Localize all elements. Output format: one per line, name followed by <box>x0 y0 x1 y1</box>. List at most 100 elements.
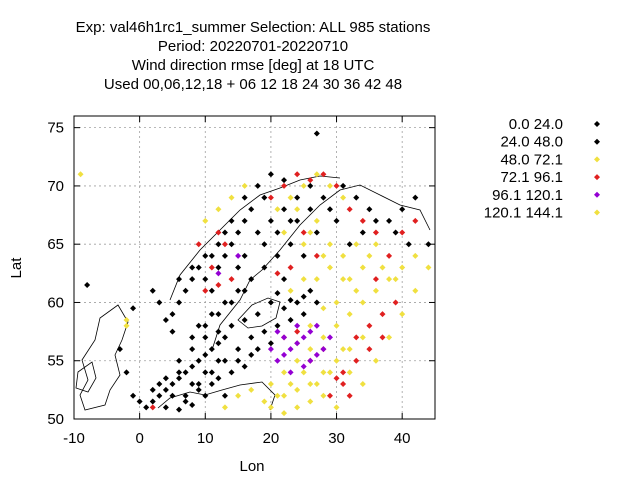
data-point-series-0 <box>248 276 255 283</box>
data-point-series-0 <box>241 217 248 224</box>
data-point-series-0 <box>149 398 156 405</box>
y-tick-label: 50 <box>47 411 64 428</box>
data-point-series-0 <box>182 398 189 405</box>
data-point-series-1 <box>392 229 399 236</box>
data-point-series-4 <box>267 346 274 353</box>
data-point-series-0 <box>300 252 307 259</box>
data-point-series-0 <box>208 381 215 388</box>
plot-frame <box>73 115 436 420</box>
data-point-series-4 <box>274 357 281 364</box>
data-point-series-4 <box>307 328 314 335</box>
data-point-series-5 <box>287 381 294 388</box>
data-point-series-0 <box>235 229 242 236</box>
data-point-series-1 <box>215 241 222 248</box>
data-point-series-1 <box>274 229 281 236</box>
data-point-series-0 <box>84 281 91 288</box>
data-point-series-3 <box>215 229 222 236</box>
data-point-series-3 <box>399 229 406 236</box>
title-line-2: Period: 20220701-20220710 <box>158 38 348 55</box>
data-point-series-2 <box>215 206 222 213</box>
data-point-series-5 <box>123 316 130 323</box>
legend-marker <box>594 191 600 198</box>
data-point-series-0 <box>241 363 248 370</box>
data-point-series-0 <box>281 305 288 312</box>
data-point-series-0 <box>176 375 183 382</box>
data-point-series-2 <box>333 357 340 364</box>
data-point-series-2 <box>326 264 333 271</box>
data-point-series-0 <box>116 346 123 353</box>
data-point-series-0 <box>208 311 215 318</box>
data-point-series-0 <box>195 386 202 393</box>
data-point-series-3 <box>353 357 360 364</box>
data-point-series-1 <box>254 182 261 189</box>
data-point-series-2 <box>294 386 301 393</box>
data-point-series-2 <box>340 252 347 259</box>
data-point-series-0 <box>366 206 373 213</box>
data-point-series-0 <box>326 206 333 213</box>
data-point-series-2 <box>320 305 327 312</box>
data-point-series-0 <box>248 206 255 213</box>
data-point-series-1 <box>254 346 261 353</box>
data-point-series-0 <box>228 241 235 248</box>
data-point-series-0 <box>228 369 235 376</box>
data-point-series-0 <box>287 297 294 304</box>
data-point-series-2 <box>221 404 228 411</box>
data-point-series-3 <box>386 252 393 259</box>
data-point-series-2 <box>386 276 393 283</box>
data-point-series-0 <box>208 252 215 259</box>
data-point-series-3 <box>228 276 235 283</box>
data-point-series-1 <box>241 287 248 294</box>
data-point-series-1 <box>162 316 169 323</box>
data-point-series-0 <box>182 369 189 376</box>
data-point-series-0 <box>261 194 268 201</box>
data-point-series-1 <box>241 194 248 201</box>
data-point-series-0 <box>149 386 156 393</box>
data-point-series-4 <box>313 322 320 329</box>
data-point-series-2 <box>353 241 360 248</box>
data-point-series-0 <box>307 182 314 189</box>
data-point-series-5 <box>281 229 288 236</box>
data-point-series-0 <box>143 404 150 411</box>
data-point-series-1 <box>346 241 353 248</box>
data-point-series-0 <box>313 229 320 236</box>
data-point-series-3 <box>208 264 215 271</box>
data-point-series-0 <box>228 322 235 329</box>
data-point-series-3 <box>333 182 340 189</box>
legend-label: 96.1 120.1 <box>492 187 563 204</box>
chart-title: Exp: val46h1rc1_summer Selection: ALL 98… <box>76 19 431 93</box>
data-point-series-0 <box>195 264 202 271</box>
data-point-series-0 <box>176 299 183 306</box>
data-point-series-0 <box>182 287 189 294</box>
data-point-series-2 <box>77 171 84 178</box>
data-point-series-2 <box>372 287 379 294</box>
data-point-series-3 <box>221 241 228 248</box>
legend-marker <box>594 174 600 181</box>
data-point-series-2 <box>241 182 248 189</box>
data-point-series-1 <box>313 299 320 306</box>
data-point-series-0 <box>254 229 261 236</box>
data-point-series-2 <box>412 252 419 259</box>
data-point-series-0 <box>189 276 196 283</box>
data-point-series-1 <box>261 241 268 248</box>
data-point-series-3 <box>267 194 274 201</box>
data-point-series-0 <box>162 404 169 411</box>
data-point-series-4 <box>326 334 333 341</box>
data-point-series-2 <box>359 381 366 388</box>
data-point-series-0 <box>202 369 209 376</box>
data-point-series-2 <box>228 194 235 201</box>
data-point-series-4 <box>235 252 242 259</box>
y-tick-label: 65 <box>47 236 64 253</box>
data-point-series-0 <box>281 276 288 283</box>
x-tick-label: 0 <box>135 430 143 447</box>
data-point-series-1 <box>202 322 209 329</box>
data-point-series-2 <box>281 410 288 417</box>
data-points <box>77 130 432 417</box>
data-point-series-4 <box>281 351 288 358</box>
data-point-series-1 <box>307 206 314 213</box>
data-point-series-1 <box>176 276 183 283</box>
data-point-series-0 <box>176 406 183 413</box>
data-point-series-1 <box>156 299 163 306</box>
data-point-series-2 <box>359 299 366 306</box>
data-point-series-3 <box>294 171 301 178</box>
data-point-series-2 <box>346 346 353 353</box>
